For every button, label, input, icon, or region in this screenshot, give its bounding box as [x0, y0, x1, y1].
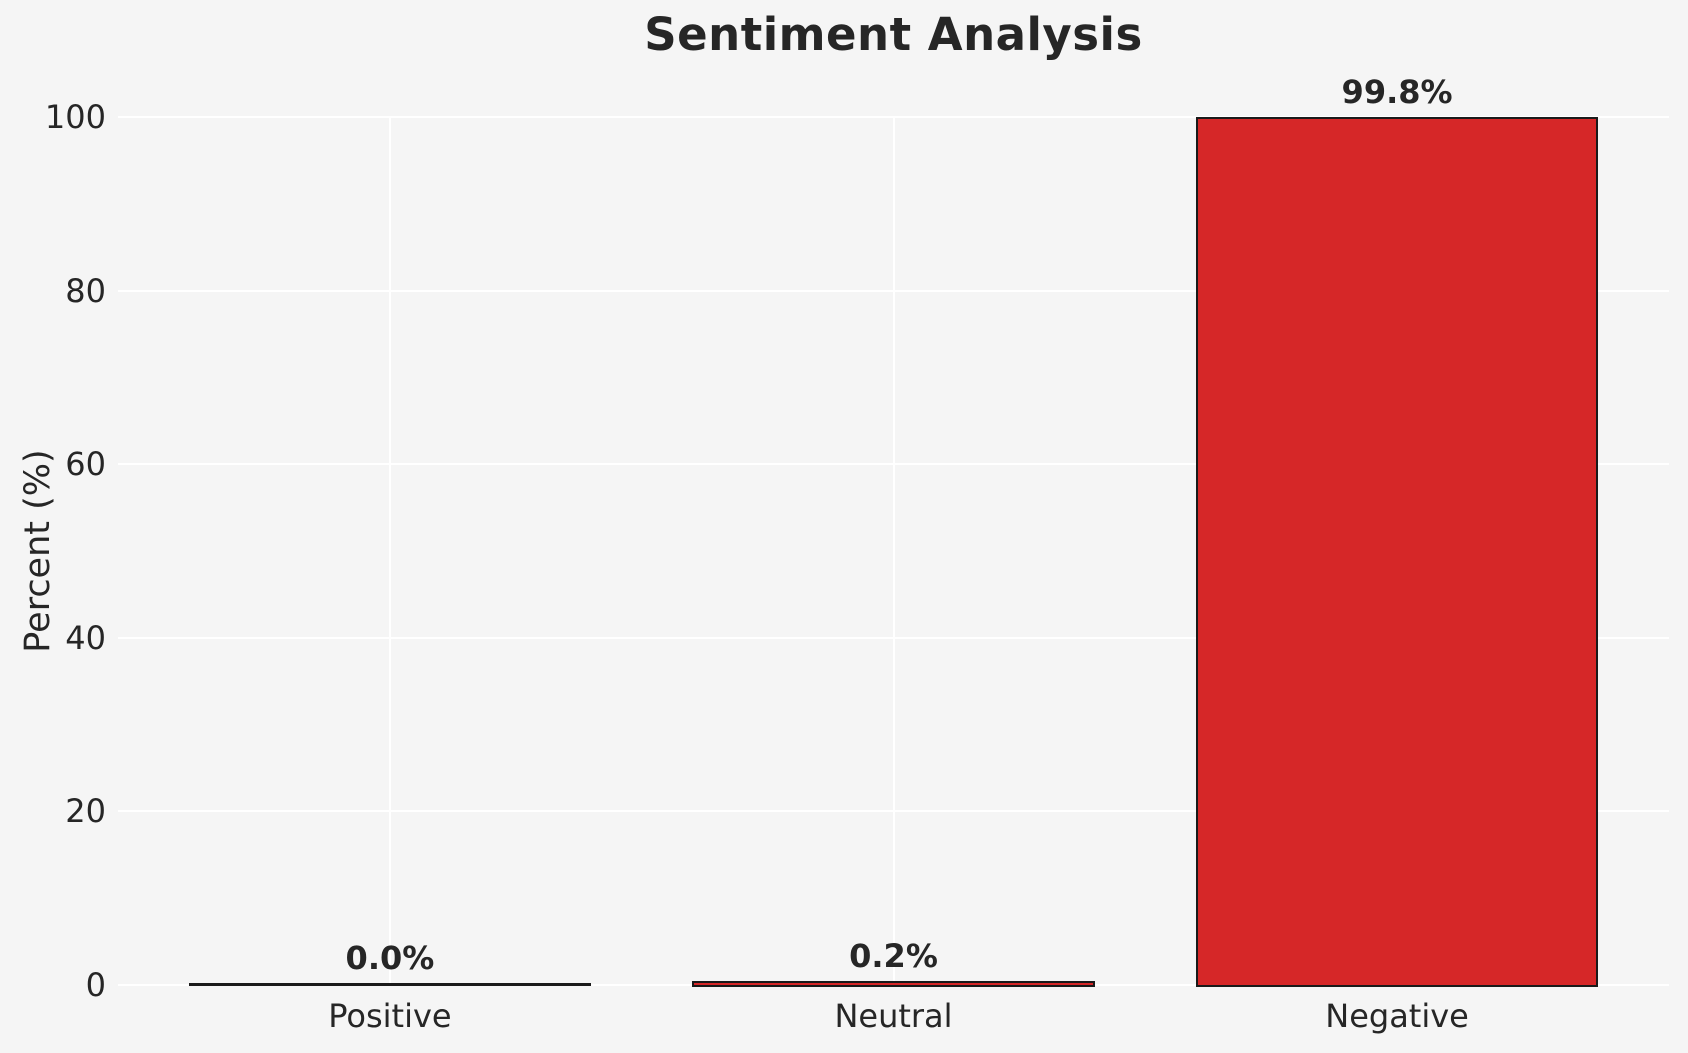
y-tick-label: 0 [85, 966, 106, 1004]
bar-value-label: 0.2% [849, 937, 938, 976]
y-tick-label: 20 [65, 792, 106, 831]
x-tick-label-negative: Negative [1325, 997, 1469, 1035]
y-tick-label: 40 [65, 618, 106, 657]
bar-value-label: 0.0% [345, 939, 435, 977]
x-tick-label-neutral: Neutral [834, 997, 953, 1035]
chart-title: Sentiment Analysis [644, 8, 1143, 61]
y-tick-label: 60 [65, 445, 106, 484]
plot-area: 0.0% 0.2% 99.8% [118, 73, 1669, 987]
bar-negative [1195, 116, 1599, 987]
x-tick-label-positive: Positive [328, 997, 452, 1035]
bar-neutral [692, 981, 1095, 987]
gridline-vertical [388, 117, 391, 985]
y-tick-label: 100 [44, 98, 106, 136]
gridline-vertical [892, 117, 895, 985]
bar-positive [188, 983, 592, 986]
y-axis-tick-labels: 0 20 40 60 80 100 [0, 98, 106, 1004]
y-tick-label: 80 [65, 271, 106, 310]
bar-value-label: 99.8% [1341, 72, 1453, 111]
